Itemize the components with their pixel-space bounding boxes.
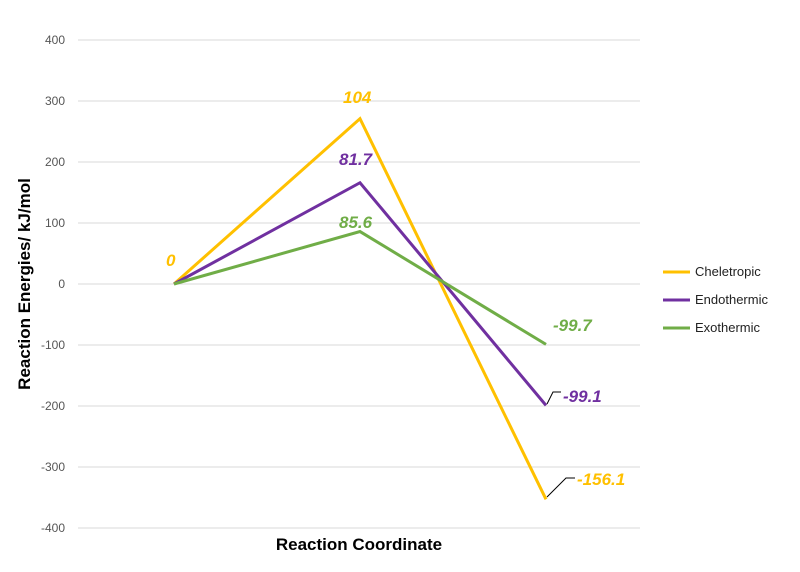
y-tick-label: 200 — [45, 155, 65, 169]
legend-label: Endothermic — [695, 292, 768, 307]
leader-line — [546, 391, 561, 405]
data-label: 85.6 — [339, 213, 373, 232]
legend-label: Cheletropic — [695, 264, 761, 279]
data-label: 81.7 — [339, 150, 374, 169]
y-tick-label: -100 — [41, 338, 65, 352]
data-label: 104 — [343, 88, 372, 107]
y-tick-label: 0 — [58, 277, 65, 291]
data-label: -156.1 — [577, 470, 625, 489]
data-label: -99.7 — [553, 316, 593, 335]
legend: Cheletropic Endothermic Exothermic — [663, 264, 768, 335]
y-tick-label: -300 — [41, 460, 65, 474]
label-leader-lines — [546, 391, 575, 498]
data-label: 0 — [166, 251, 176, 270]
data-label: -99.1 — [563, 387, 602, 406]
x-axis-title: Reaction Coordinate — [276, 535, 442, 554]
y-tick-label: 400 — [45, 33, 65, 47]
leader-line — [546, 477, 575, 498]
legend-label: Exothermic — [695, 320, 761, 335]
y-axis-title: Reaction Energies/ kJ/mol — [15, 178, 34, 390]
series-line-endothermic — [173, 180, 548, 407]
y-tick-label: -200 — [41, 399, 65, 413]
y-tick-label: 300 — [45, 94, 65, 108]
series-line-exothermic — [173, 229, 547, 346]
series-line-cheletropic — [173, 116, 548, 500]
y-axis-tick-labels: 400 300 200 100 0 -100 -200 -300 -400 — [41, 33, 65, 535]
y-tick-label: 100 — [45, 216, 65, 230]
y-tick-label: -400 — [41, 521, 65, 535]
series-lines — [173, 116, 548, 500]
gridlines — [78, 39, 640, 529]
data-labels: 0 104 81.7 85.6 -99.7 -99.1 -156.1 — [166, 88, 625, 489]
